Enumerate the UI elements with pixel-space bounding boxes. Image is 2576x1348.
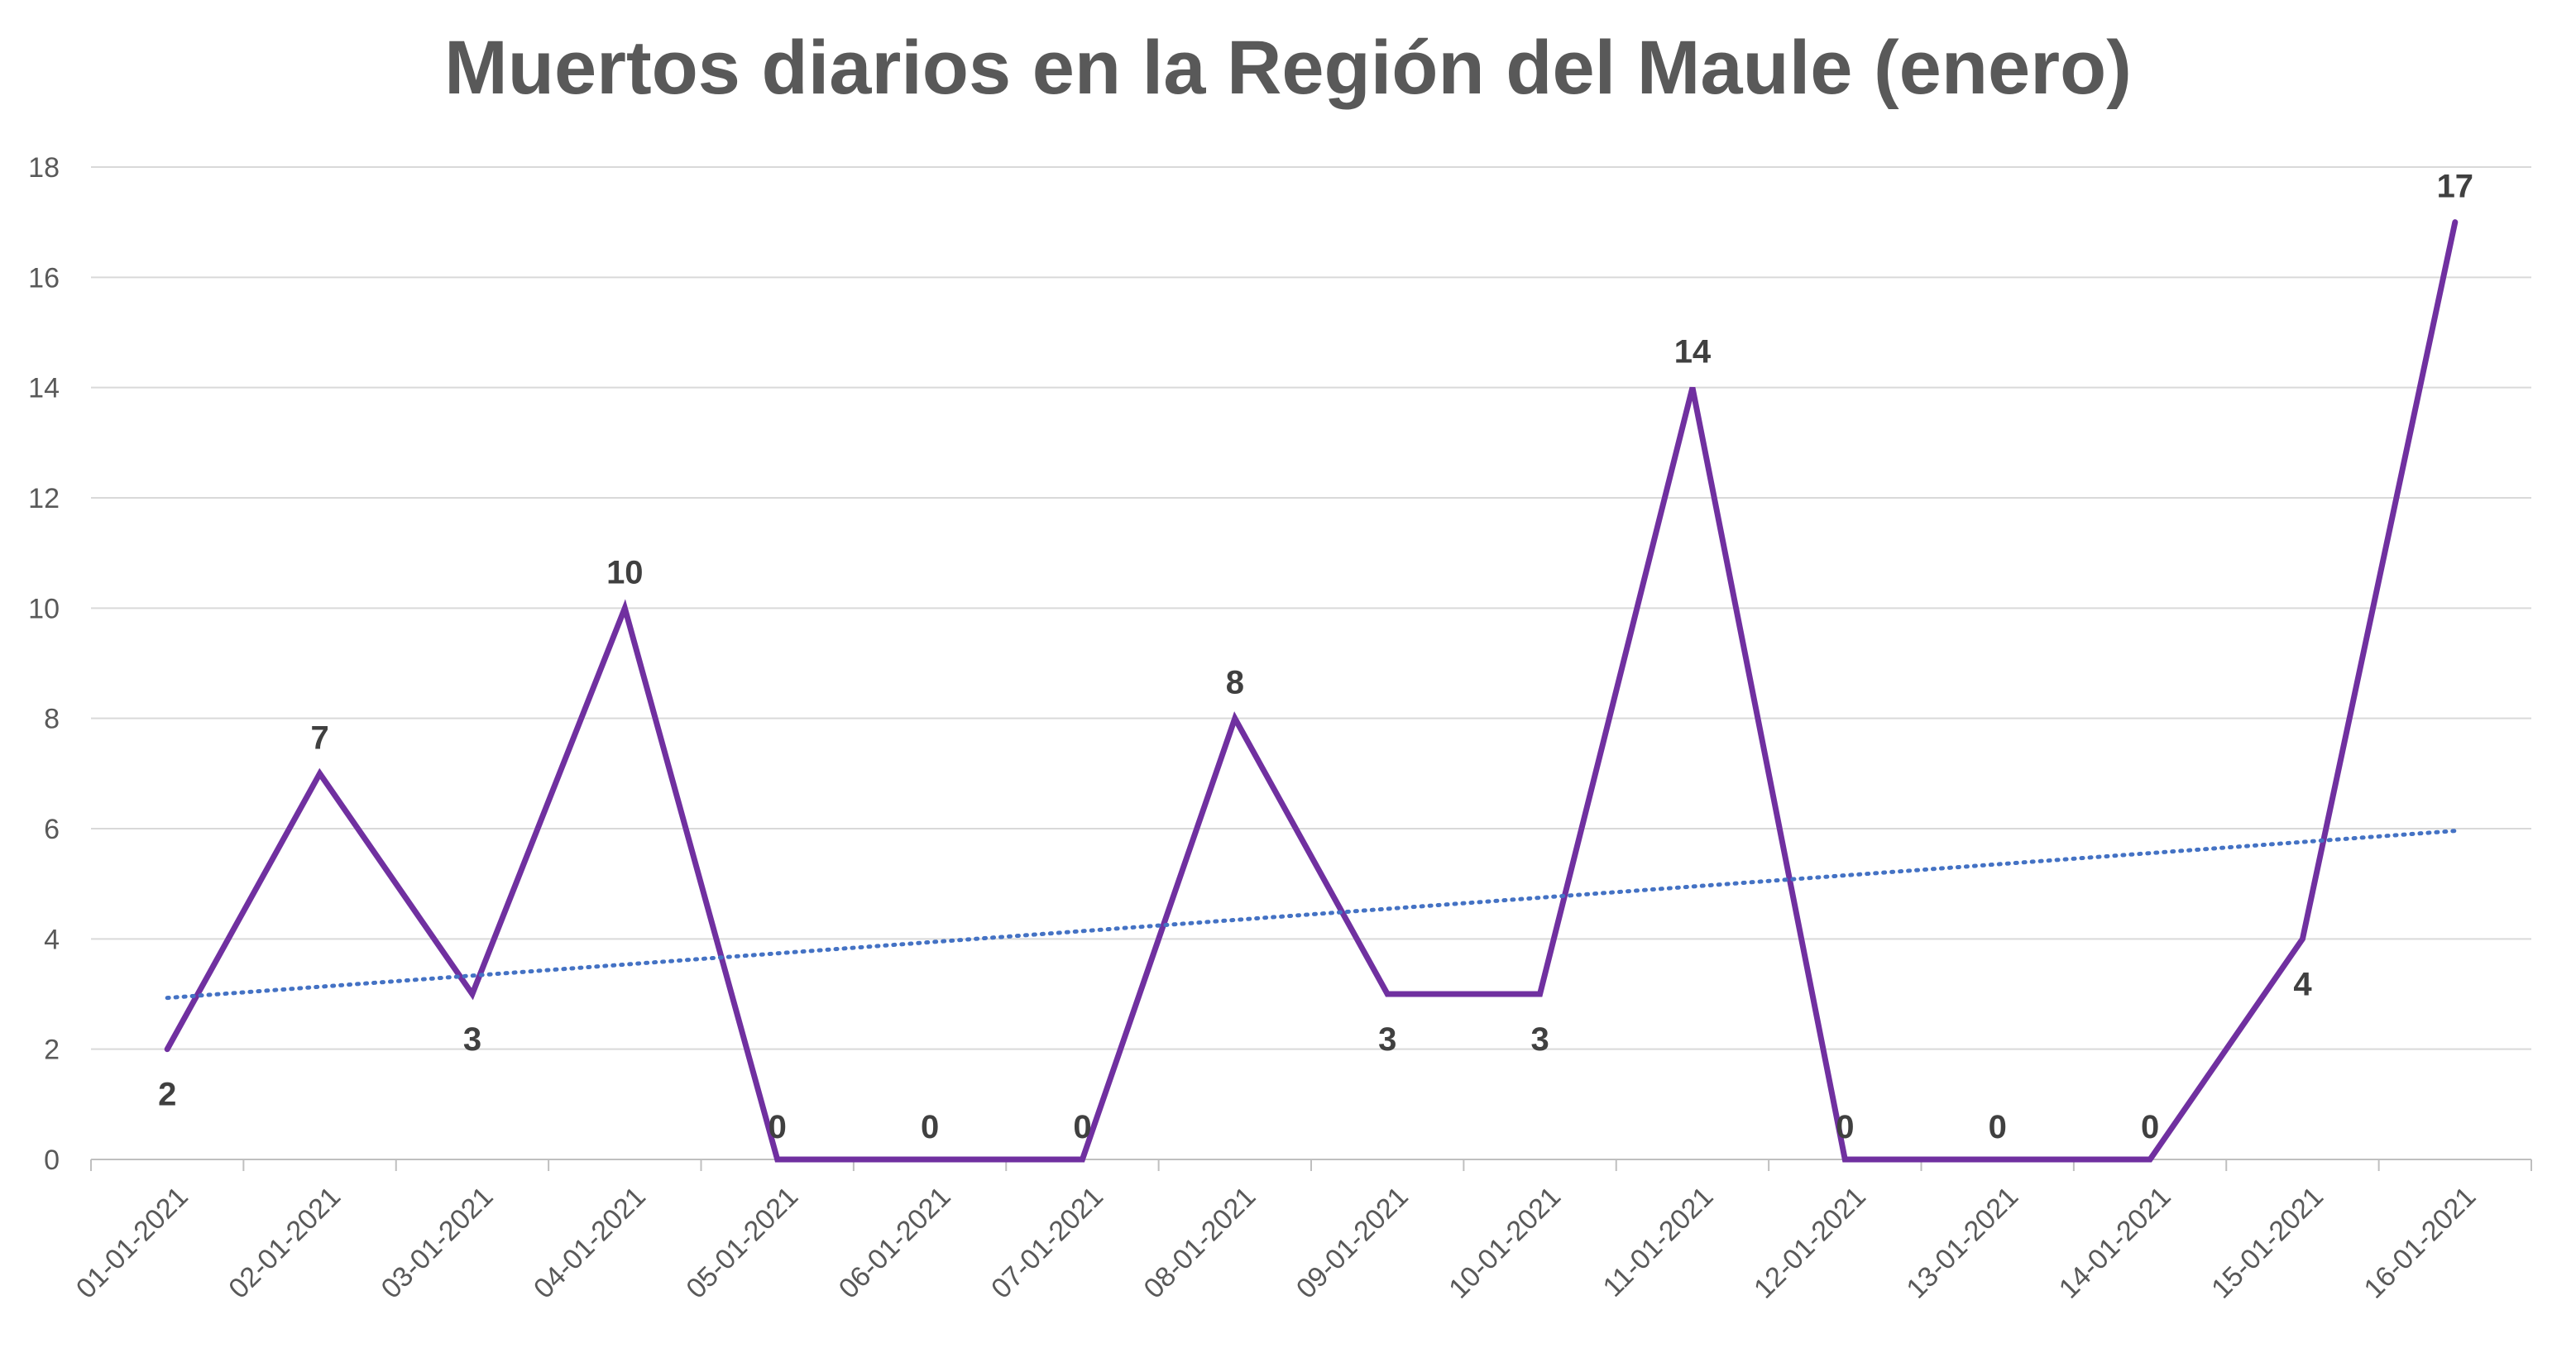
data-label: 3 — [1530, 1021, 1549, 1058]
x-tick-label: 12-01-2021 — [1748, 1181, 1872, 1305]
y-tick-label: 6 — [44, 814, 60, 845]
data-label: 8 — [1226, 665, 1244, 701]
data-label: 7 — [310, 719, 328, 756]
y-tick-label: 12 — [28, 483, 60, 514]
x-tick-label: 05-01-2021 — [680, 1181, 804, 1305]
x-tick-label: 06-01-2021 — [833, 1181, 957, 1305]
y-tick-label: 18 — [28, 152, 60, 184]
x-tick-label: 03-01-2021 — [376, 1181, 500, 1305]
data-label: 0 — [921, 1109, 939, 1145]
x-tick-label: 07-01-2021 — [985, 1181, 1109, 1305]
data-label: 2 — [158, 1077, 176, 1113]
x-tick-label: 13-01-2021 — [1900, 1181, 2024, 1305]
y-tick-label: 16 — [28, 262, 60, 294]
data-label: 0 — [1836, 1109, 1854, 1145]
data-label: 0 — [1073, 1109, 1091, 1145]
data-label: 4 — [2293, 966, 2312, 1002]
trendline — [165, 829, 2458, 1001]
x-tick-label: 10-01-2021 — [1443, 1181, 1567, 1305]
data-label: 3 — [463, 1021, 481, 1058]
x-tick-label: 16-01-2021 — [2358, 1181, 2483, 1305]
data-label: 0 — [2141, 1109, 2159, 1145]
x-tick-label: 09-01-2021 — [1290, 1181, 1415, 1305]
y-tick-label: 0 — [44, 1145, 60, 1176]
x-tick-label: 08-01-2021 — [1138, 1181, 1262, 1305]
x-tick-label: 04-01-2021 — [528, 1181, 652, 1305]
chart-title: Muertos diarios en la Región del Maule (… — [444, 26, 2132, 110]
data-label: 14 — [1674, 334, 1712, 370]
x-tick-label: 15-01-2021 — [2205, 1181, 2329, 1305]
x-tick-label: 02-01-2021 — [223, 1181, 347, 1305]
y-tick-label: 2 — [44, 1035, 60, 1066]
data-label: 0 — [768, 1109, 787, 1145]
x-tick-label: 01-01-2021 — [70, 1181, 194, 1305]
y-tick-label: 8 — [44, 704, 60, 735]
data-label: 17 — [2437, 169, 2474, 205]
data-label: 10 — [606, 554, 644, 590]
x-tick-label: 14-01-2021 — [2053, 1181, 2177, 1305]
x-tick-label: 11-01-2021 — [1597, 1181, 1719, 1303]
y-tick-label: 14 — [28, 373, 60, 404]
series-line — [164, 219, 2459, 1163]
data-label: 3 — [1378, 1021, 1396, 1058]
y-tick-label: 10 — [28, 593, 60, 624]
y-tick-label: 4 — [44, 924, 60, 955]
data-label: 0 — [1989, 1109, 2007, 1145]
